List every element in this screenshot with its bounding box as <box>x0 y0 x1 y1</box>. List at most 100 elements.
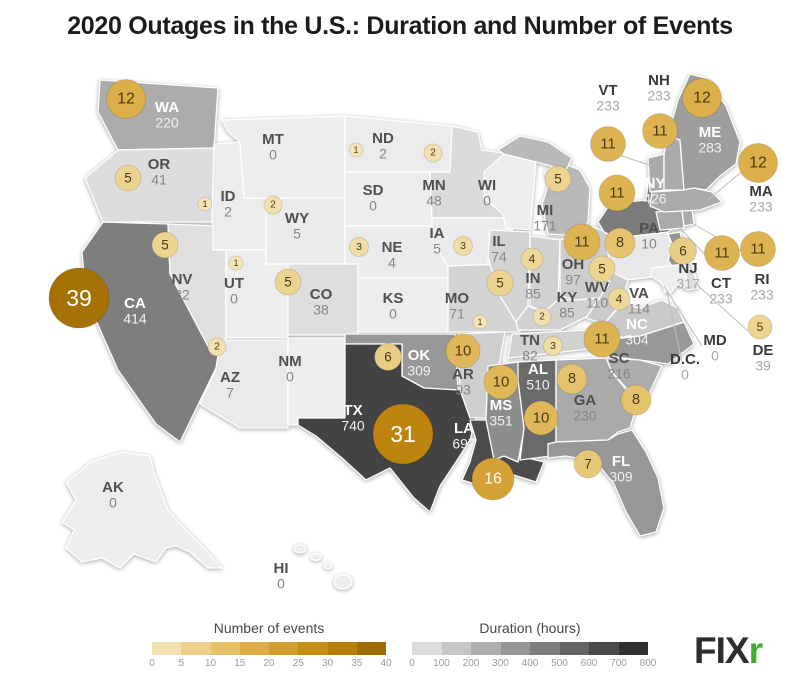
events-circle-IA <box>453 236 473 256</box>
legend-segment <box>589 642 619 655</box>
legend-tick: 40 <box>380 658 392 669</box>
events-circle-AL <box>523 400 559 436</box>
legend-tick: 200 <box>462 658 480 669</box>
events-circle-IL <box>486 269 514 297</box>
legend-tick: 0 <box>149 658 155 669</box>
state-abbr-RI: RI <box>755 271 770 288</box>
events-circle-TN <box>543 336 563 356</box>
legend-tick: 15 <box>234 658 246 669</box>
events-circle-NC <box>583 320 621 358</box>
events-circle-PA <box>604 227 636 259</box>
chart-title: 2020 Outages in the U.S.: Duration and N… <box>67 12 733 40</box>
events-circle-WV <box>588 255 616 283</box>
legend-segment <box>327 642 357 655</box>
legend-segment <box>441 642 471 655</box>
events-circle-ND <box>348 142 364 158</box>
fixr-logo: FIXr <box>694 630 763 672</box>
events-circle-MO <box>472 314 488 330</box>
leader-line <box>707 167 747 201</box>
legend-tick: 600 <box>580 658 598 669</box>
state-abbr-VA: VA <box>629 285 649 302</box>
events-circle-WA <box>106 79 146 119</box>
events-circle-WY <box>263 195 283 215</box>
events-circle-MI <box>544 165 572 193</box>
state-abbr-MD: MD <box>703 332 726 349</box>
legend-segment <box>239 642 269 655</box>
state-duration-CT: 233 <box>709 291 733 307</box>
events-circle-OK <box>374 343 402 371</box>
legend-segment <box>269 642 299 655</box>
fixr-logo-r: r <box>748 630 763 671</box>
events-circle-LA <box>471 457 515 501</box>
events-circle-OH <box>563 223 601 261</box>
state-AZ <box>199 339 289 429</box>
state-MA <box>649 187 723 213</box>
state-KS <box>357 277 449 333</box>
events-circle-IN <box>520 247 544 271</box>
legend-tick: 30 <box>321 658 334 669</box>
events-circle-MS <box>483 364 519 400</box>
legend-segment <box>530 642 560 655</box>
events-circle-SC <box>620 384 652 416</box>
state-abbr-VT: VT <box>598 82 617 99</box>
state-duration-DE: 39 <box>755 358 771 374</box>
events-circle-OR <box>114 164 142 192</box>
events-circle-GA <box>556 363 588 395</box>
events-circle-CT <box>704 235 740 271</box>
state-HI-island-1 <box>293 544 307 554</box>
events-circle-AZ <box>207 337 227 357</box>
state-duration-RI: 233 <box>750 287 774 303</box>
events-circle-TX <box>372 403 434 465</box>
state-abbr-MA: MA <box>749 183 772 200</box>
state-HI-island-4 <box>333 574 353 590</box>
state-AK <box>61 451 223 569</box>
events-circle-MN <box>423 143 443 163</box>
events-circle-CO <box>274 268 302 296</box>
state-FL <box>547 429 665 537</box>
fixr-logo-text: FIX <box>694 630 750 671</box>
leader-line <box>695 283 749 332</box>
legend-segment <box>181 642 211 655</box>
state-duration-HI: 0 <box>277 576 285 592</box>
state-label-MD: MD0 <box>703 332 726 364</box>
events-circle-VA <box>607 287 631 311</box>
events-circle-NV <box>151 231 179 259</box>
legend-segment <box>471 642 501 655</box>
legend-duration-hours: Duration (hours) 0 100 200 300 400 500 600 700 8… <box>409 620 656 672</box>
state-duration-MA: 233 <box>749 199 773 215</box>
legend-tick: 0 <box>409 658 415 669</box>
state-CT <box>655 209 685 231</box>
state-HI-island-3 <box>323 562 333 570</box>
legend-tick: 25 <box>292 658 304 669</box>
state-OR <box>84 147 215 223</box>
state-duration-VT: 233 <box>596 98 620 114</box>
legend-tick: 700 <box>610 658 627 669</box>
legend-tick: 10 <box>204 658 217 669</box>
legend-segment <box>618 642 648 655</box>
events-circle-NJ <box>669 237 697 265</box>
events-circle-AR <box>445 333 481 369</box>
events-circle-ME <box>682 78 722 118</box>
events-circle-NE <box>349 237 369 257</box>
events-circle-NH <box>642 113 678 149</box>
state-abbr-NH: NH <box>648 72 670 89</box>
events-circle-MA <box>738 143 778 183</box>
state-VT <box>647 153 665 193</box>
state-HI-island-2 <box>310 552 322 562</box>
legend-segment <box>500 642 530 655</box>
legend-tick: 35 <box>351 658 363 669</box>
events-circle-DE <box>747 314 773 340</box>
events-circle-FL <box>573 449 603 479</box>
legend-tick: 20 <box>263 658 275 669</box>
events-circle-CA <box>48 267 110 329</box>
state-NM <box>287 337 346 426</box>
legend-tick: 300 <box>492 658 509 669</box>
leader-line <box>663 285 703 347</box>
legend-events-gradient-bar <box>152 642 386 655</box>
legend-tick: 5 <box>178 658 185 669</box>
legend-events-title: Number of events <box>213 620 325 636</box>
